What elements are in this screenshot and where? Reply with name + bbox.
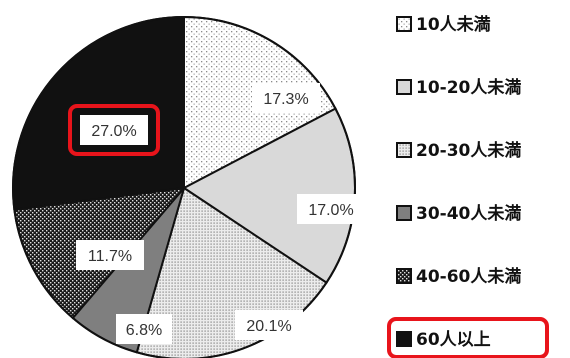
legend-swatch <box>396 79 412 95</box>
legend-swatch <box>396 16 412 32</box>
legend-swatch <box>396 331 412 347</box>
slice-label-box <box>252 83 320 113</box>
highlight-box-legend <box>387 317 549 358</box>
slice-value-label: 6.8% <box>126 322 162 339</box>
slice-label-box <box>80 115 148 145</box>
legend-swatch <box>396 142 412 158</box>
legend-label: 10-20人未満 <box>416 77 521 98</box>
legend-label: 20-30人未満 <box>416 140 521 161</box>
legend-swatch <box>396 205 412 221</box>
pie-outline <box>12 16 356 358</box>
pie-slice-labels: 17.3% 17.0% 20.1% 6.8% 11.7% 27.0% <box>76 83 365 344</box>
slice-value-label: 27.0% <box>91 123 136 140</box>
slice-label-box <box>76 240 144 270</box>
legend-label: 40-60人未満 <box>416 266 521 287</box>
slice-value-label: 17.3% <box>263 91 308 108</box>
legend: 10人未満 10-20人未満 20-30人未満 30-40人未満 40-60人未満 60人… <box>396 14 521 350</box>
slice-value-label: 17.0% <box>308 202 353 219</box>
slice-value-label: 20.1% <box>246 318 291 335</box>
slice-label-box <box>116 314 172 344</box>
legend-label: 30-40人未満 <box>416 203 521 224</box>
slice-value-label: 11.7% <box>88 248 132 265</box>
highlight-box-slice <box>68 104 160 156</box>
slice-label-box <box>297 194 365 224</box>
legend-swatch <box>396 268 412 284</box>
legend-label: 60人以上 <box>416 330 491 350</box>
legend-label: 10人未満 <box>416 14 491 35</box>
slice-label-box <box>235 310 303 340</box>
pie-slices <box>12 15 356 358</box>
